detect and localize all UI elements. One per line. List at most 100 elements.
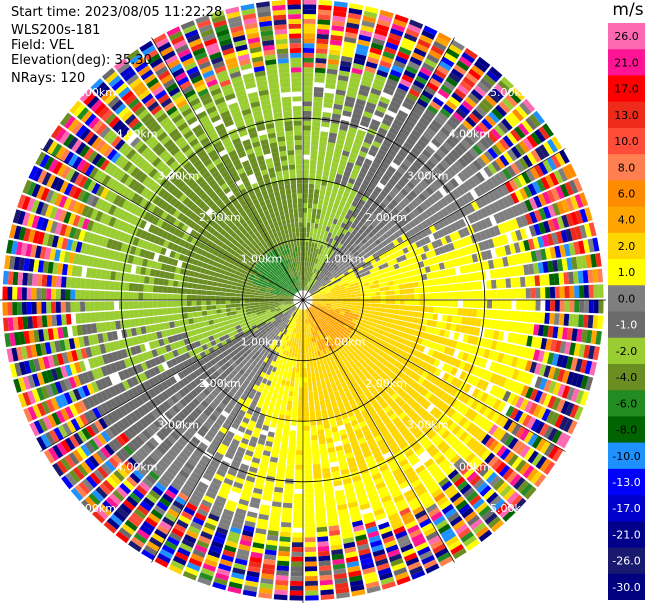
range-gate [326, 280, 332, 284]
range-gate [320, 255, 325, 261]
range-gate [336, 278, 342, 283]
range-gate [312, 454, 320, 460]
range-gate [316, 291, 321, 294]
range-gate [483, 166, 494, 178]
range-gate [338, 226, 344, 233]
range-gate [321, 281, 327, 286]
range-gate [367, 238, 375, 245]
range-gate [375, 169, 384, 178]
range-gate [327, 248, 332, 254]
range-gate [307, 372, 312, 378]
range-gate [372, 276, 378, 281]
range-gate [520, 201, 529, 214]
range-gate [332, 229, 338, 235]
range-gate [353, 108, 363, 116]
range-gate [519, 102, 532, 116]
range-gate [304, 513, 315, 519]
range-gate [351, 276, 358, 281]
range-gate [542, 123, 554, 138]
range-gate [311, 130, 320, 136]
range-gate [342, 280, 349, 285]
range-gate [382, 198, 390, 206]
range-gate [331, 20, 345, 27]
range-gate [305, 338, 308, 344]
range-gate [310, 291, 316, 295]
range-gate [308, 288, 313, 293]
range-gate [413, 281, 419, 288]
range-gate [309, 276, 312, 282]
range-gate [338, 282, 344, 286]
range-gate [295, 464, 303, 470]
range-gate [348, 233, 355, 240]
range-gate [378, 282, 385, 288]
range-gate [303, 425, 310, 431]
range-gate [459, 183, 469, 194]
range-gate [327, 301, 332, 303]
range-gate [439, 145, 450, 155]
range-gate [475, 318, 482, 327]
range-gate [327, 181, 334, 188]
range-gate [316, 253, 320, 260]
range-gate [303, 217, 307, 223]
range-gate [299, 372, 303, 378]
range-gate [312, 386, 318, 392]
range-gate [303, 367, 307, 373]
range-gate [309, 289, 314, 294]
range-gate [389, 226, 397, 234]
range-gate [433, 212, 441, 222]
range-gate [377, 194, 385, 202]
range-gate [318, 438, 326, 445]
range-gate [303, 57, 314, 63]
range-gate [291, 352, 295, 358]
range-gate [506, 132, 518, 145]
range-gate [367, 264, 374, 270]
range-gate [316, 531, 328, 538]
range-gate [432, 203, 441, 212]
range-gate [351, 300, 357, 303]
range-gate [354, 245, 361, 251]
range-gate [284, 483, 294, 489]
range-gate [312, 111, 322, 117]
range-gate [335, 260, 341, 266]
range-gate [397, 83, 410, 92]
range-gate [328, 238, 334, 244]
range-gate [598, 284, 604, 298]
range-gate [449, 134, 460, 145]
range-gate [386, 37, 401, 46]
range-gate [408, 133, 419, 143]
range-gate [278, 373, 283, 380]
range-gate [465, 165, 475, 177]
range-gate [397, 109, 409, 119]
range-gate [398, 261, 405, 268]
range-gate [397, 132, 408, 141]
range-gate [315, 289, 320, 293]
range-gate [336, 84, 347, 91]
range-gate [479, 195, 488, 207]
range-gate [529, 311, 536, 323]
range-gate [553, 273, 560, 285]
range-gate [396, 51, 410, 61]
range-gate [436, 162, 447, 173]
range-gate [304, 440, 311, 446]
range-gate [303, 241, 306, 247]
range-gate [377, 64, 390, 74]
range-gate [297, 411, 303, 417]
range-gate [294, 382, 299, 388]
range-gate [441, 56, 455, 68]
range-gate [356, 155, 366, 163]
ppi-gates [2, 0, 604, 601]
range-gate [397, 228, 405, 236]
range-gate [350, 291, 356, 295]
range-gate [419, 66, 433, 77]
range-gate [318, 284, 323, 289]
range-gate [297, 416, 303, 422]
range-gate [322, 268, 328, 274]
range-gate [281, 379, 286, 386]
range-gate [429, 100, 442, 111]
range-gate [322, 235, 327, 241]
range-gate [402, 37, 416, 47]
range-gate [324, 286, 330, 290]
range-gate [298, 396, 303, 402]
range-gate [579, 285, 585, 298]
range-gate [450, 149, 461, 160]
